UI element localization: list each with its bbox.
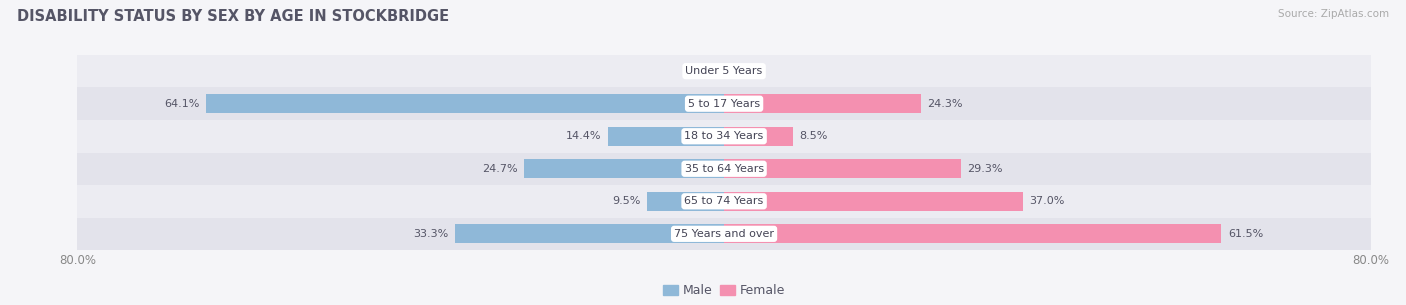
Text: 5 to 17 Years: 5 to 17 Years xyxy=(688,99,761,109)
Text: 8.5%: 8.5% xyxy=(799,131,828,141)
Text: 64.1%: 64.1% xyxy=(165,99,200,109)
Bar xyxy=(724,224,1222,243)
Text: 35 to 64 Years: 35 to 64 Years xyxy=(685,164,763,174)
Bar xyxy=(77,185,1371,217)
Text: 33.3%: 33.3% xyxy=(413,229,449,239)
Text: Under 5 Years: Under 5 Years xyxy=(686,66,762,76)
Bar xyxy=(607,127,724,146)
Bar xyxy=(77,55,1371,88)
Bar xyxy=(647,192,724,211)
Text: 18 to 34 Years: 18 to 34 Years xyxy=(685,131,763,141)
Text: 29.3%: 29.3% xyxy=(967,164,1002,174)
Text: 0.0%: 0.0% xyxy=(731,66,759,76)
Text: 75 Years and over: 75 Years and over xyxy=(673,229,775,239)
Text: 65 to 74 Years: 65 to 74 Years xyxy=(685,196,763,206)
Bar xyxy=(724,127,793,146)
Legend: Male, Female: Male, Female xyxy=(658,279,790,303)
Bar xyxy=(724,192,1024,211)
Bar xyxy=(77,88,1371,120)
Bar xyxy=(524,159,724,178)
Bar xyxy=(724,159,960,178)
Text: 0.0%: 0.0% xyxy=(689,66,717,76)
Bar xyxy=(456,224,724,243)
Bar xyxy=(724,94,921,113)
Bar xyxy=(77,217,1371,250)
Text: Source: ZipAtlas.com: Source: ZipAtlas.com xyxy=(1278,9,1389,19)
Text: DISABILITY STATUS BY SEX BY AGE IN STOCKBRIDGE: DISABILITY STATUS BY SEX BY AGE IN STOCK… xyxy=(17,9,449,24)
Bar xyxy=(77,152,1371,185)
Bar xyxy=(205,94,724,113)
Text: 14.4%: 14.4% xyxy=(565,131,602,141)
Bar xyxy=(77,120,1371,152)
Text: 9.5%: 9.5% xyxy=(613,196,641,206)
Text: 24.3%: 24.3% xyxy=(927,99,963,109)
Text: 61.5%: 61.5% xyxy=(1227,229,1263,239)
Text: 37.0%: 37.0% xyxy=(1029,196,1066,206)
Text: 24.7%: 24.7% xyxy=(482,164,517,174)
